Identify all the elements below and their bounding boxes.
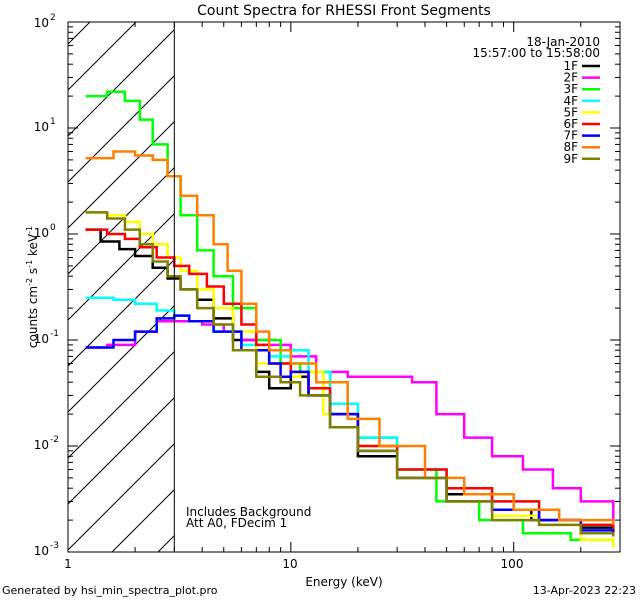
x-tick-label: 1 bbox=[64, 557, 72, 571]
series-9F-line bbox=[85, 211, 615, 537]
series-8F-line bbox=[85, 150, 615, 525]
hatch-line bbox=[112, 22, 640, 552]
series-layer bbox=[85, 90, 615, 548]
series-6F-line bbox=[85, 228, 615, 531]
legend-time-range: 15:57:00 to 15:58:00 bbox=[473, 46, 600, 60]
legend: 18-Jan-2010 15:57:00 to 15:58:00 1F2F3F4… bbox=[473, 35, 600, 166]
y-tick-label: 10 bbox=[34, 544, 49, 558]
legend-label-3F: 3F bbox=[563, 82, 578, 96]
y-tick-exponent: -2 bbox=[50, 435, 59, 445]
y-tick-labels: 10 2 10 1 10 0 10 -1 10 -2 10 -3 bbox=[34, 13, 59, 558]
footer-timestamp: 13-Apr-2023 22:23 bbox=[533, 584, 636, 597]
y-tick-label: 10 bbox=[34, 120, 49, 134]
hatch-line bbox=[0, 22, 90, 552]
y-tick-label: 10 bbox=[34, 438, 49, 452]
y-tick-label: 10 bbox=[34, 226, 49, 240]
x-tick-label: 100 bbox=[501, 557, 524, 571]
plot-frame bbox=[67, 21, 621, 553]
y-tick-exponent: 2 bbox=[50, 13, 56, 23]
legend-label-7F: 7F bbox=[563, 129, 578, 143]
annotation-background: Includes Background bbox=[186, 505, 311, 519]
x-tick-label: 10 bbox=[282, 557, 297, 571]
legend-label-4F: 4F bbox=[563, 94, 578, 108]
chart-title: Count Spectra for RHESSI Front Segments bbox=[197, 3, 491, 19]
y-tick-exponent: -1 bbox=[50, 329, 59, 339]
y-tick-label: 10 bbox=[34, 332, 49, 346]
y-tick-exponent: 0 bbox=[50, 223, 56, 233]
y-tick-label: 10 bbox=[34, 16, 49, 30]
y-axis-label: counts cm-2 s-1 keV-1 bbox=[25, 226, 40, 348]
hatch-line bbox=[0, 22, 504, 552]
hatch-line bbox=[0, 22, 320, 552]
y-tick-exponent: -3 bbox=[50, 541, 59, 551]
x-tick-labels: 1 10 100 bbox=[64, 557, 523, 571]
hatch-line bbox=[0, 22, 458, 552]
y-tick-exponent: 1 bbox=[50, 117, 56, 127]
legend-date: 18-Jan-2010 bbox=[526, 35, 600, 49]
hatch-line bbox=[0, 22, 412, 552]
hatch-line bbox=[20, 22, 550, 552]
series-4F-line bbox=[85, 296, 615, 527]
x-axis-label: Energy (keV) bbox=[305, 575, 382, 589]
series-2F-line bbox=[85, 320, 615, 521]
annotation-attenuator: Att A0, FDecim 1 bbox=[186, 516, 287, 530]
hatch-line bbox=[66, 22, 596, 552]
series-1F-line bbox=[85, 228, 615, 534]
hatch-line bbox=[250, 22, 640, 552]
footer-generated-by: Generated by hsi_min_spectra_plot.pro bbox=[2, 584, 218, 597]
hatch-line bbox=[618, 22, 640, 552]
annotations: Includes Background Att A0, FDecim 1 bbox=[186, 505, 311, 530]
legend-label-8F: 8F bbox=[563, 140, 578, 154]
legend-label-9F: 9F bbox=[563, 152, 578, 166]
hatch-line bbox=[480, 22, 640, 552]
legend-label-1F: 1F bbox=[563, 59, 578, 73]
legend-label-5F: 5F bbox=[563, 105, 578, 119]
legend-label-2F: 2F bbox=[563, 71, 578, 85]
legend-label-6F: 6F bbox=[563, 117, 578, 131]
hatch-line bbox=[0, 22, 366, 552]
hatch-line bbox=[434, 22, 640, 552]
axis-ticks bbox=[67, 22, 621, 553]
hatched-region bbox=[0, 22, 640, 552]
hatch-line bbox=[0, 22, 182, 552]
